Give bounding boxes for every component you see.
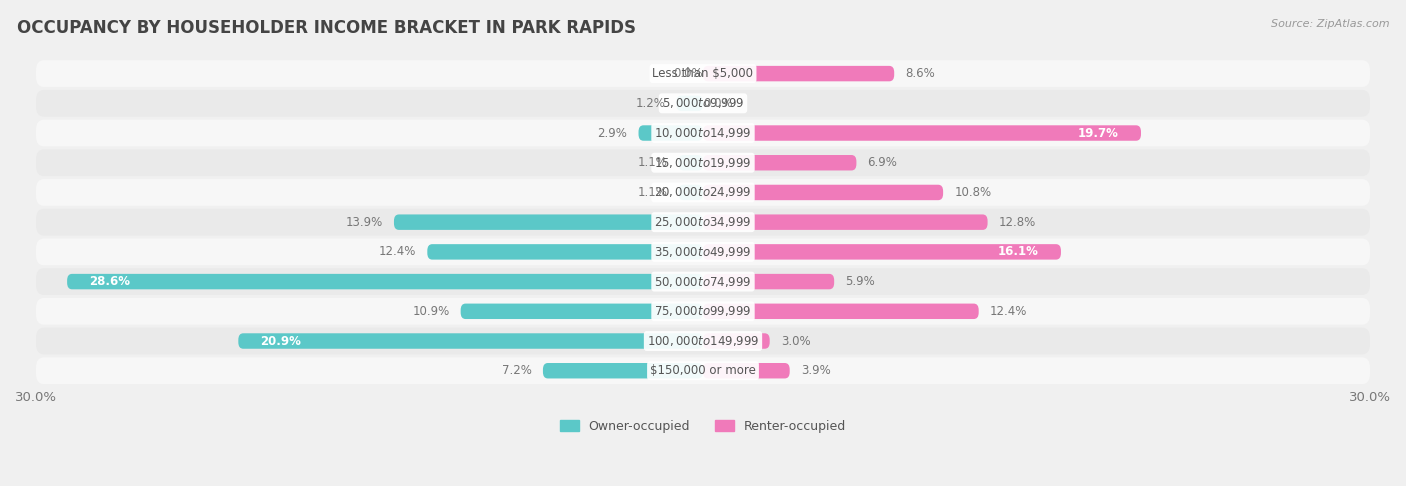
Text: 1.2%: 1.2% [636,97,665,110]
FancyBboxPatch shape [37,239,1369,265]
Text: 13.9%: 13.9% [346,216,382,229]
Text: 1.1%: 1.1% [637,156,668,169]
FancyBboxPatch shape [703,66,894,81]
FancyBboxPatch shape [679,155,703,171]
FancyBboxPatch shape [37,179,1369,206]
Text: OCCUPANCY BY HOUSEHOLDER INCOME BRACKET IN PARK RAPIDS: OCCUPANCY BY HOUSEHOLDER INCOME BRACKET … [17,19,636,37]
Text: $50,000 to $74,999: $50,000 to $74,999 [654,275,752,289]
FancyBboxPatch shape [37,60,1369,87]
FancyBboxPatch shape [37,328,1369,354]
Text: $150,000 or more: $150,000 or more [650,364,756,377]
Text: 28.6%: 28.6% [90,275,131,288]
Text: 5.9%: 5.9% [845,275,875,288]
FancyBboxPatch shape [67,274,703,289]
FancyBboxPatch shape [37,268,1369,295]
Text: 19.7%: 19.7% [1078,126,1119,139]
Text: 12.4%: 12.4% [378,245,416,259]
Text: 16.1%: 16.1% [998,245,1039,259]
Text: 7.2%: 7.2% [502,364,531,377]
Text: 0.0%: 0.0% [703,97,733,110]
FancyBboxPatch shape [703,244,1062,260]
FancyBboxPatch shape [703,155,856,171]
FancyBboxPatch shape [703,304,979,319]
Text: 8.6%: 8.6% [905,67,935,80]
Text: 12.4%: 12.4% [990,305,1028,318]
Text: $25,000 to $34,999: $25,000 to $34,999 [654,215,752,229]
Text: 0.0%: 0.0% [673,67,703,80]
Text: 6.9%: 6.9% [868,156,897,169]
Text: 10.8%: 10.8% [955,186,991,199]
FancyBboxPatch shape [394,214,703,230]
FancyBboxPatch shape [638,125,703,141]
FancyBboxPatch shape [703,214,987,230]
Text: $100,000 to $149,999: $100,000 to $149,999 [647,334,759,348]
Text: $10,000 to $14,999: $10,000 to $14,999 [654,126,752,140]
FancyBboxPatch shape [37,357,1369,384]
Text: $5,000 to $9,999: $5,000 to $9,999 [662,96,744,110]
FancyBboxPatch shape [37,90,1369,117]
FancyBboxPatch shape [676,96,703,111]
FancyBboxPatch shape [37,209,1369,236]
Text: 3.9%: 3.9% [801,364,831,377]
Text: Source: ZipAtlas.com: Source: ZipAtlas.com [1271,19,1389,30]
Text: $20,000 to $24,999: $20,000 to $24,999 [654,186,752,199]
Text: Less than $5,000: Less than $5,000 [652,67,754,80]
FancyBboxPatch shape [703,185,943,200]
FancyBboxPatch shape [679,185,703,200]
Text: 10.9%: 10.9% [412,305,450,318]
FancyBboxPatch shape [461,304,703,319]
FancyBboxPatch shape [543,363,703,379]
Text: 2.9%: 2.9% [598,126,627,139]
Text: $15,000 to $19,999: $15,000 to $19,999 [654,156,752,170]
Text: 3.0%: 3.0% [780,334,810,347]
Text: $75,000 to $99,999: $75,000 to $99,999 [654,304,752,318]
FancyBboxPatch shape [703,333,769,349]
FancyBboxPatch shape [37,120,1369,146]
Text: $35,000 to $49,999: $35,000 to $49,999 [654,245,752,259]
FancyBboxPatch shape [37,149,1369,176]
Text: 1.1%: 1.1% [637,186,668,199]
FancyBboxPatch shape [703,274,834,289]
Text: 12.8%: 12.8% [998,216,1036,229]
FancyBboxPatch shape [703,363,790,379]
Text: 20.9%: 20.9% [260,334,301,347]
FancyBboxPatch shape [239,333,703,349]
FancyBboxPatch shape [427,244,703,260]
FancyBboxPatch shape [703,125,1142,141]
FancyBboxPatch shape [37,298,1369,325]
Legend: Owner-occupied, Renter-occupied: Owner-occupied, Renter-occupied [555,415,851,438]
